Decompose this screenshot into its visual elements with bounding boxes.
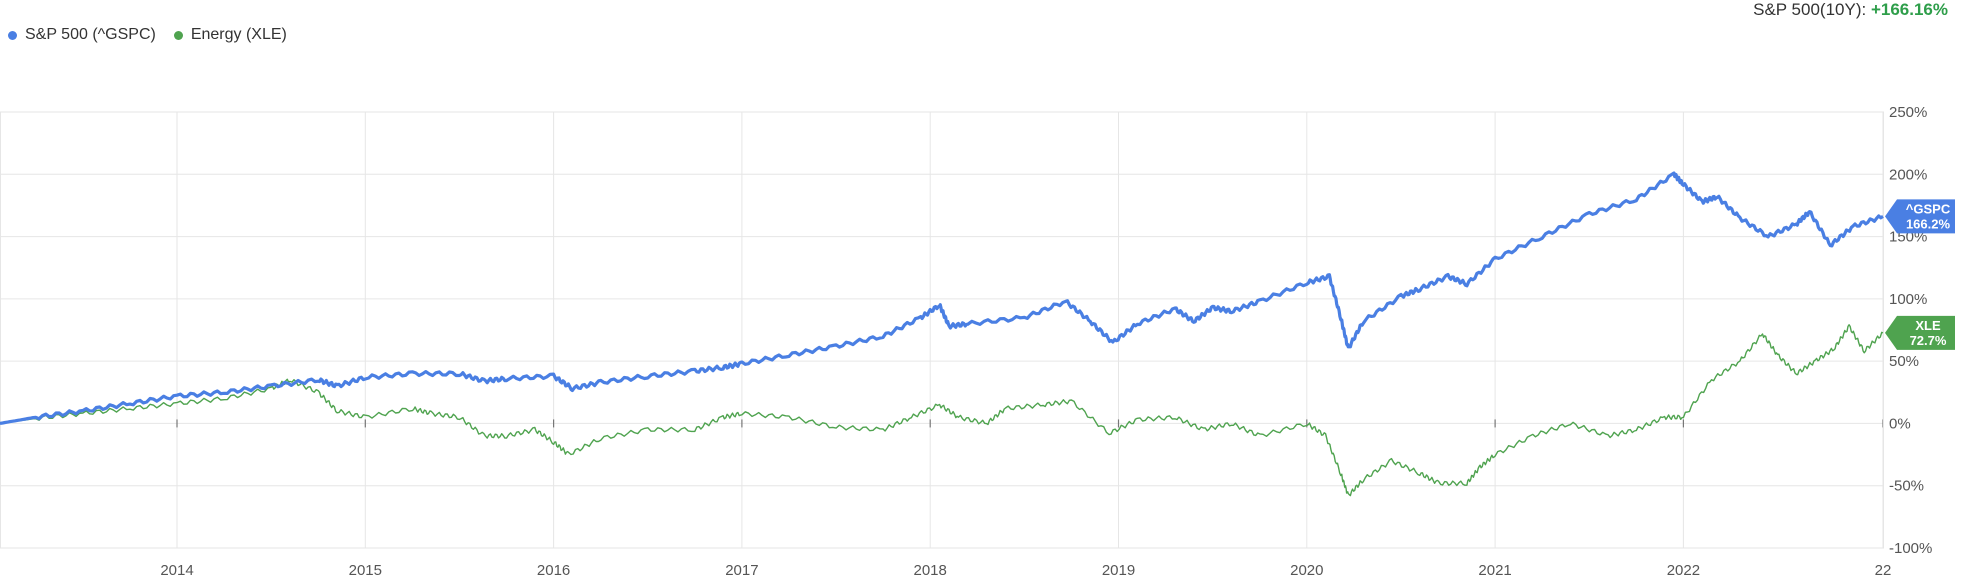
- legend-marker-gspc: [8, 30, 17, 40]
- x-tick-label: 2021: [1478, 562, 1511, 579]
- performance-readout: S&P 500(10Y): +166.16%: [1753, 0, 1948, 20]
- y-tick-label: 0%: [1889, 415, 1911, 432]
- chart-legend: S&P 500 (^GSPC) Energy (XLE): [8, 26, 287, 44]
- end-tag-value: 166.2%: [1906, 216, 1951, 231]
- legend-marker-xle: [173, 30, 183, 40]
- y-tick-label: 50%: [1889, 353, 1919, 370]
- performance-value: +166.16%: [1870, 0, 1948, 19]
- plot-area: [0, 111, 1884, 549]
- y-tick-label: -50%: [1889, 478, 1924, 495]
- x-tick-label: 2018: [914, 562, 947, 579]
- y-tick-label: 100%: [1889, 291, 1927, 308]
- x-tick-label: 2014: [160, 562, 193, 579]
- end-tag-name: ^GSPC: [1906, 201, 1951, 216]
- y-tick-label: 200%: [1889, 166, 1927, 183]
- legend-label-xle: Energy (XLE): [190, 26, 287, 43]
- end-tag-xle: [1885, 315, 1955, 350]
- x-tick-label: 22: [1875, 562, 1892, 579]
- legend-label-gspc: S&P 500 (^GSPC): [25, 26, 156, 43]
- x-tick-label: 2016: [537, 562, 570, 579]
- legend-item-gspc[interactable]: S&P 500 (^GSPC): [8, 26, 156, 44]
- end-tag-gspc: [1885, 199, 1955, 234]
- x-tick-label: 2019: [1102, 562, 1135, 579]
- series-line-xle: [0, 324, 1884, 497]
- x-tick-label: 2015: [349, 562, 382, 579]
- legend-item-xle[interactable]: Energy (XLE): [173, 26, 287, 44]
- performance-label: S&P 500(10Y):: [1753, 0, 1867, 19]
- x-tick-label: 2022: [1667, 562, 1700, 579]
- y-tick-label: -100%: [1889, 540, 1932, 557]
- series-line-gspc: [0, 171, 1884, 425]
- end-tag-name: XLE: [1915, 318, 1941, 333]
- x-tick-label: 2020: [1290, 562, 1323, 579]
- x-tick-label: 2017: [725, 562, 758, 579]
- y-tick-label: 250%: [1889, 104, 1927, 121]
- end-tag-value: 72.7%: [1910, 333, 1947, 348]
